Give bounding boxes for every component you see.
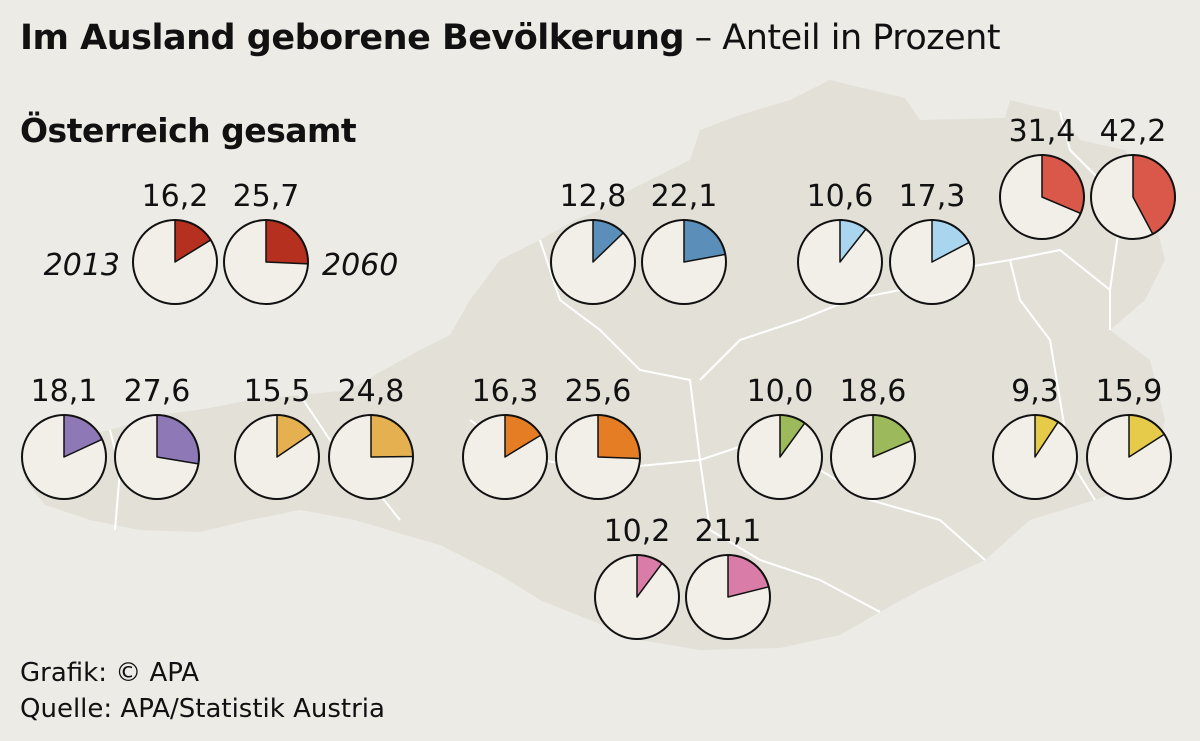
pie-outline — [328, 414, 414, 500]
pie-2060 — [1086, 414, 1172, 500]
pie-2013 — [132, 219, 218, 305]
pie-2060 — [223, 219, 309, 305]
value-label-2013: 9,3 — [1011, 374, 1059, 409]
pie-2060 — [889, 219, 975, 305]
pie-outline — [462, 414, 548, 500]
pie-outline — [1086, 414, 1172, 500]
value-label-2013: 16,2 — [142, 179, 209, 214]
pie-2060 — [1090, 154, 1176, 240]
title-rest: – Anteil in Prozent — [684, 18, 1001, 58]
pie-2013 — [999, 154, 1085, 240]
pie-2060 — [830, 414, 916, 500]
value-label-2013: 18,1 — [31, 374, 98, 409]
chart-title: Im Ausland geborene Bevölkerung – Anteil… — [20, 14, 1001, 62]
value-label-2060: 17,3 — [899, 179, 966, 214]
title-bold: Im Ausland geborene Bevölkerung — [20, 18, 685, 58]
pie-outline — [830, 414, 916, 500]
pie-outline — [550, 219, 636, 305]
pie-outline — [797, 219, 883, 305]
pie-outline — [641, 219, 727, 305]
value-label-2013: 10,6 — [807, 179, 874, 214]
value-label-2013: 12,8 — [560, 179, 627, 214]
pie-2013 — [550, 219, 636, 305]
pie-outline — [234, 414, 320, 500]
pie-2013 — [21, 414, 107, 500]
value-label-2060: 24,8 — [338, 374, 405, 409]
source-credit: Quelle: APA/Statistik Austria — [20, 694, 385, 724]
year-label-2013: 2013 — [44, 248, 120, 283]
value-label-2060: 22,1 — [651, 179, 718, 214]
pie-outline — [992, 414, 1078, 500]
pie-outline — [21, 414, 107, 500]
austria-map-outline — [25, 80, 1165, 650]
pie-2013 — [234, 414, 320, 500]
value-label-2060: 27,6 — [124, 374, 191, 409]
pie-2060 — [114, 414, 200, 500]
value-label-2013: 16,3 — [472, 374, 539, 409]
pie-outline — [594, 554, 680, 640]
pie-slice — [156, 414, 200, 465]
value-label-2060: 42,2 — [1100, 114, 1167, 149]
pie-outline — [1090, 154, 1176, 240]
pie-outline — [132, 219, 218, 305]
value-label-2013: 15,5 — [244, 374, 311, 409]
value-label-2060: 15,9 — [1096, 374, 1163, 409]
pie-outline — [223, 219, 309, 305]
pie-outline — [685, 554, 771, 640]
value-label-2013: 10,0 — [747, 374, 814, 409]
value-label-2060: 18,6 — [840, 374, 907, 409]
year-label-2060: 2060 — [322, 248, 398, 283]
pie-outline — [737, 414, 823, 500]
austria-total-heading: Österreich gesamt — [20, 111, 357, 150]
pie-2060 — [555, 414, 641, 500]
pie-2060 — [328, 414, 414, 500]
graphic-credit: Grafik: © APA — [20, 658, 200, 688]
pie-2013 — [797, 219, 883, 305]
state-border — [539, 239, 881, 613]
value-label-2060: 25,6 — [565, 374, 632, 409]
pie-2013 — [594, 554, 680, 640]
pie-outline — [999, 154, 1085, 240]
pie-2060 — [685, 554, 771, 640]
pie-outline — [555, 414, 641, 500]
pie-2060 — [641, 219, 727, 305]
value-label-2013: 31,4 — [1009, 114, 1076, 149]
pie-2013 — [737, 414, 823, 500]
pie-2013 — [992, 414, 1078, 500]
pie-outline — [114, 414, 200, 500]
value-label-2013: 10,2 — [604, 514, 671, 549]
value-label-2060: 21,1 — [695, 514, 762, 549]
pie-outline — [889, 219, 975, 305]
value-label-2060: 25,7 — [233, 179, 300, 214]
pie-2013 — [462, 414, 548, 500]
